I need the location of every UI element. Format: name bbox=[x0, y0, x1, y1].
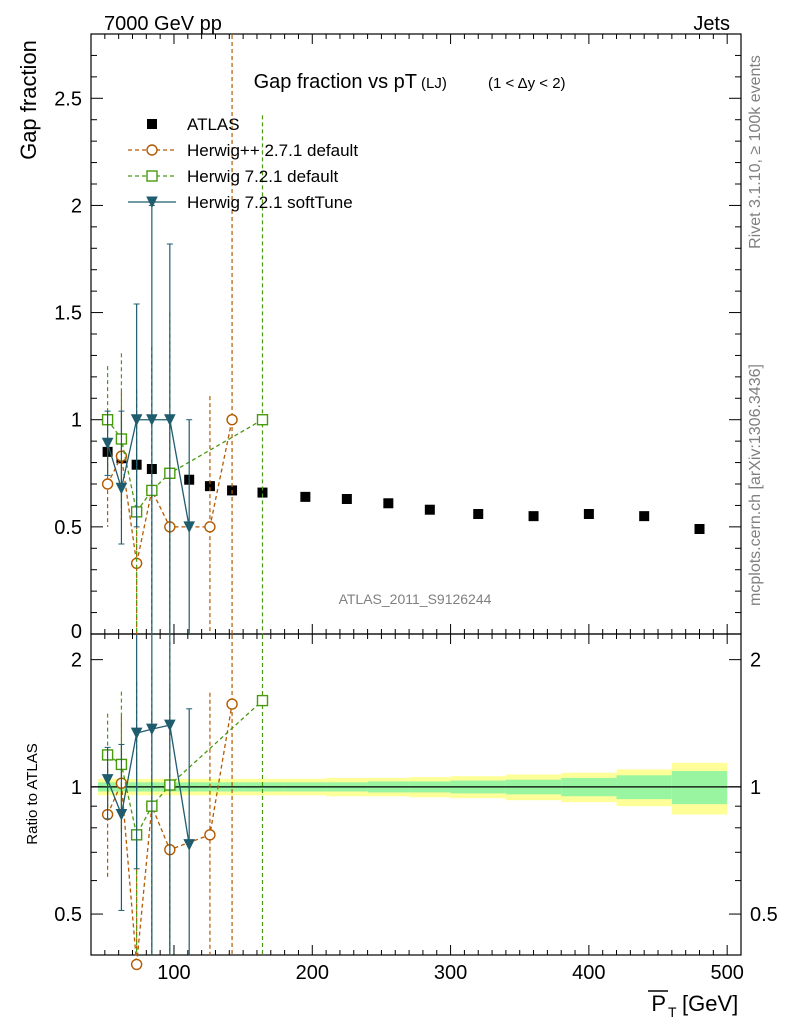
ratio-band-inner bbox=[671, 771, 728, 805]
atlas-point bbox=[528, 511, 539, 522]
ratio-herwig-7-2-1-softtune-line bbox=[106, 724, 190, 845]
legend-label: Herwig++ 2.7.1 default bbox=[187, 141, 358, 160]
ratio-herwig-2-7-1-default-point bbox=[226, 698, 238, 710]
herwig-2-7-1-default-point bbox=[226, 414, 238, 426]
herwig-2-7-1-default-point bbox=[101, 478, 114, 490]
atlas-point bbox=[341, 494, 352, 504]
x-axis-label-main: P bbox=[651, 991, 666, 1016]
ratio-herwig-7-2-1-softtune-point bbox=[130, 727, 143, 740]
x-axis-label-sub: T bbox=[668, 1004, 677, 1020]
ratio-herwig-7-2-1-softtune-point bbox=[115, 809, 128, 821]
chart-title-main: Gap fraction vs pT bbox=[254, 71, 417, 93]
herwig-7-2-1-softtune-point bbox=[101, 437, 114, 450]
analysis-id: ATLAS_2011_S9126244 bbox=[339, 591, 492, 607]
y-tick-label: 1 bbox=[71, 410, 82, 432]
atlas-point bbox=[383, 498, 394, 509]
legend-marker bbox=[146, 170, 158, 182]
herwig-2-7-1-default-point bbox=[204, 521, 216, 533]
header-right: Jets bbox=[693, 13, 730, 35]
ratio-herwig-7-2-1-default-point bbox=[256, 694, 269, 707]
y-tick-label: 1.5 bbox=[54, 303, 82, 325]
x-tick-label: 200 bbox=[296, 962, 329, 984]
legend-marker bbox=[146, 196, 158, 209]
ratio-herwig-7-2-1-default-line bbox=[107, 700, 263, 837]
herwig-7-2-1-softtune-point bbox=[183, 521, 196, 533]
chart-title-sub: (LJ) bbox=[421, 75, 447, 92]
y-tick-label: 2.5 bbox=[54, 88, 82, 110]
legend-label: Herwig 7.2.1 softTune bbox=[187, 193, 353, 212]
legend-label: Herwig 7.2.1 default bbox=[187, 167, 338, 186]
rivet-label: Rivet 3.1.10, ≥ 100k events bbox=[747, 55, 764, 249]
ratio-herwig-7-2-1-softtune-point bbox=[164, 719, 176, 732]
y-tick-label-zero: 0 bbox=[71, 621, 82, 643]
mcplots-label: mcplots.cern.ch [arXiv:1306.3436] bbox=[747, 364, 764, 606]
y-tick-label: 2 bbox=[71, 195, 82, 217]
atlas-point bbox=[424, 504, 435, 515]
atlas-point bbox=[473, 509, 484, 519]
ratio-herwig-2-7-1-default-point bbox=[204, 829, 216, 841]
y-axis-label-bottom: Ratio to ATLAS bbox=[24, 743, 41, 844]
ratio-y-tick-label-right: 1 bbox=[750, 777, 761, 799]
herwig-7-2-1-softtune-point bbox=[164, 414, 176, 426]
ratio-herwig-2-7-1-default-point bbox=[130, 958, 143, 971]
y-axis-label-top: Gap fraction bbox=[16, 40, 41, 160]
x-tick-label: 500 bbox=[710, 962, 743, 984]
bottom-panel-frame bbox=[90, 633, 742, 956]
x-axis-label-unit: [GeV] bbox=[682, 991, 738, 1016]
herwig-7-2-1-default-line bbox=[107, 419, 263, 514]
chart-title-range: (1 < Δy < 2) bbox=[488, 75, 566, 92]
legend-label: ATLAS bbox=[187, 115, 240, 134]
atlas-point bbox=[694, 524, 705, 534]
atlas-point bbox=[257, 487, 268, 498]
legend-marker bbox=[147, 119, 157, 129]
atlas-point bbox=[204, 481, 215, 492]
herwig-7-2-1-softtune-line bbox=[106, 419, 190, 527]
x-tick-label: 400 bbox=[572, 962, 605, 984]
ratio-herwig-7-2-1-softtune-point bbox=[183, 839, 196, 851]
header-left: 7000 GeV pp bbox=[104, 13, 222, 35]
ratio-y-tick-label: 0.5 bbox=[54, 904, 82, 926]
x-tick-label: 300 bbox=[434, 962, 467, 984]
ratio-y-tick-label-right: 2 bbox=[750, 650, 761, 672]
y-tick-label: 0.5 bbox=[54, 517, 82, 539]
herwig-7-2-1-default-point bbox=[256, 414, 269, 426]
ratio-y-tick-label-right: 0.5 bbox=[750, 904, 778, 926]
herwig-7-2-1-softtune-point bbox=[115, 482, 128, 495]
ratio-herwig-7-2-1-softtune-point bbox=[146, 723, 158, 736]
herwig-7-2-1-softtune-point bbox=[130, 414, 143, 426]
ratio-y-tick-label: 1 bbox=[71, 777, 82, 799]
herwig-7-2-1-softtune-point bbox=[146, 414, 158, 426]
atlas-point bbox=[639, 511, 650, 522]
ratio-herwig-7-2-1-softtune-point bbox=[101, 774, 114, 786]
ratio-y-tick-label: 2 bbox=[71, 650, 82, 672]
legend-marker bbox=[146, 144, 158, 156]
x-tick-label: 100 bbox=[157, 962, 190, 984]
atlas-point bbox=[583, 509, 594, 519]
chart-marks: 100 200 300 400 500 0.5 1 1.5 2 2.5 0 0.5 0.5 1 1 2 2 ATL… bbox=[54, 33, 778, 984]
atlas-point bbox=[300, 491, 311, 502]
